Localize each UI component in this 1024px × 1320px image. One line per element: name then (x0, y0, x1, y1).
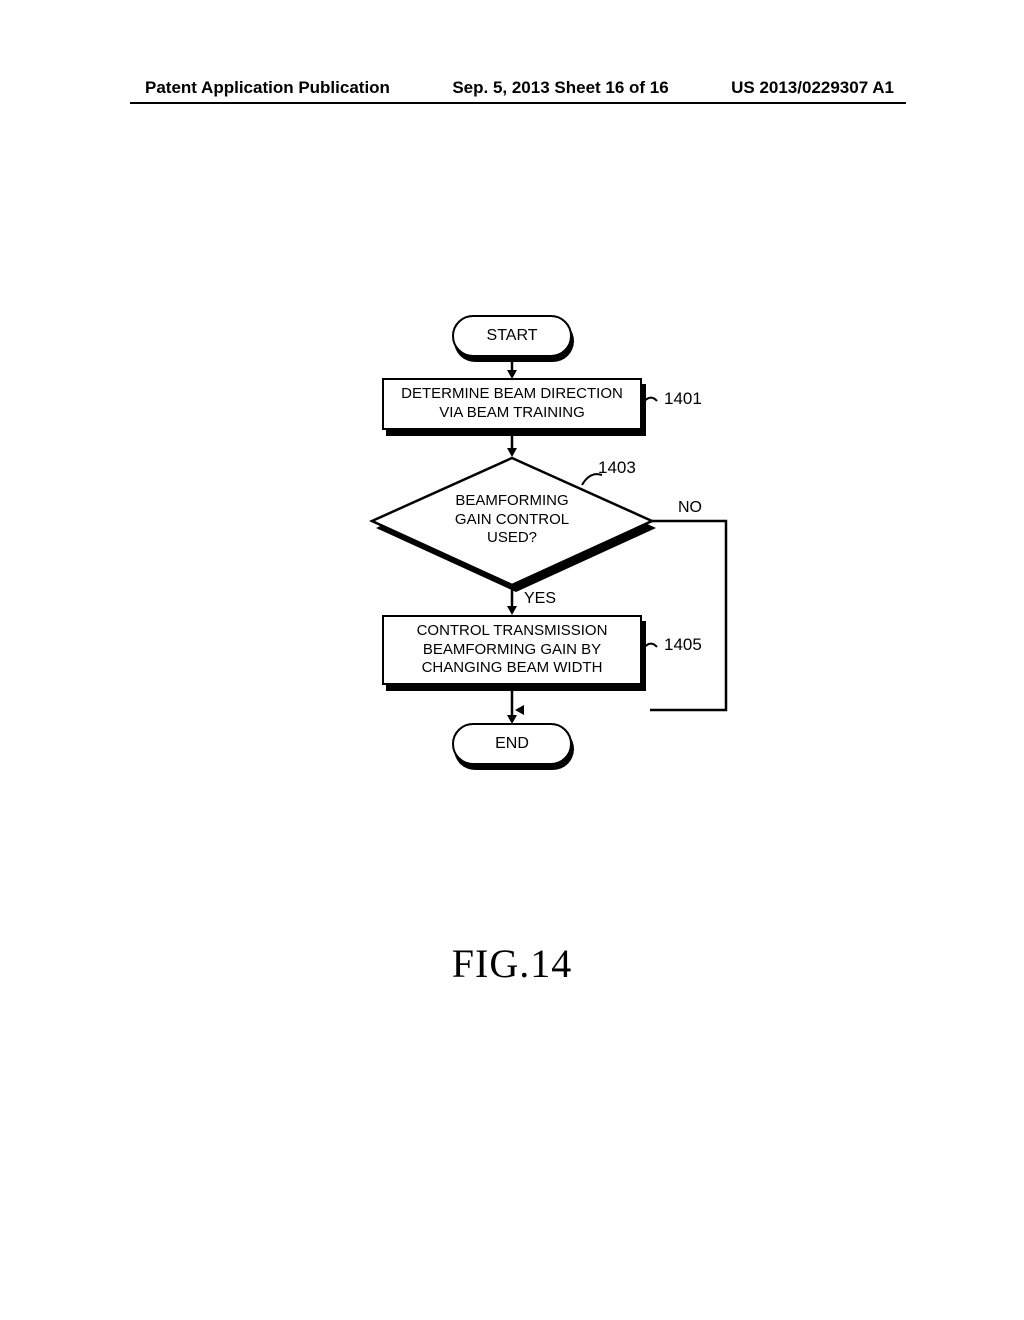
header-center: Sep. 5, 2013 Sheet 16 of 16 (452, 78, 668, 98)
step2-label: CONTROL TRANSMISSIONBEAMFORMING GAIN BYC… (417, 622, 608, 678)
ref-1405: 1405 (664, 635, 702, 655)
figure-label: FIG.14 (0, 940, 1024, 987)
end-label: END (495, 735, 529, 753)
step2-node: CONTROL TRANSMISSIONBEAMFORMING GAIN BYC… (382, 615, 642, 685)
arrow-decision-step2 (506, 585, 518, 617)
arrow-decision-no (648, 518, 748, 718)
start-node: START (452, 315, 572, 357)
ref-1403: 1403 (598, 458, 636, 478)
arrow-step2-end (504, 688, 654, 726)
step1-node: DETERMINE BEAM DIRECTIONVIA BEAM TRAININ… (382, 378, 642, 430)
edge-yes-label: YES (524, 590, 556, 608)
step2-box: CONTROL TRANSMISSIONBEAMFORMING GAIN BYC… (382, 615, 642, 685)
header-left: Patent Application Publication (145, 78, 390, 98)
page-header: Patent Application Publication Sep. 5, 2… (0, 78, 1024, 98)
header-right: US 2013/0229307 A1 (731, 78, 894, 98)
end-node: END (452, 723, 572, 765)
step1-label: DETERMINE BEAM DIRECTIONVIA BEAM TRAININ… (401, 385, 623, 423)
header-rule (130, 102, 906, 104)
start-label: START (487, 327, 538, 345)
ref-1401: 1401 (664, 389, 702, 409)
step1-box: DETERMINE BEAM DIRECTIONVIA BEAM TRAININ… (382, 378, 642, 430)
edge-no-label: NO (678, 499, 702, 517)
